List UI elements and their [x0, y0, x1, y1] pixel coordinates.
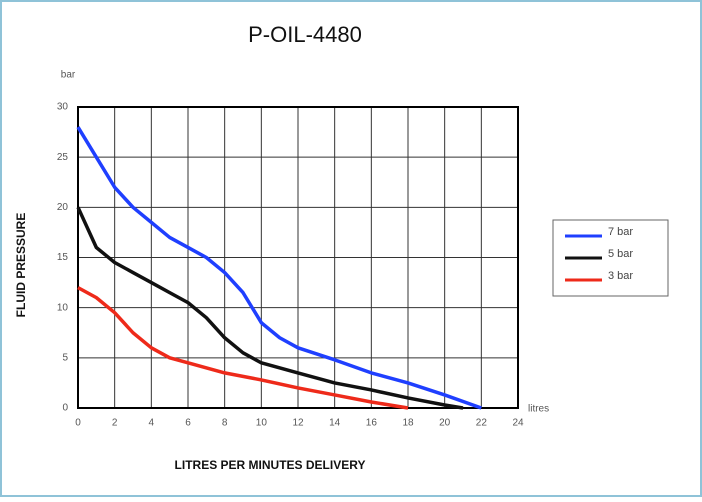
y-tick-label: 25	[57, 152, 69, 163]
x-tick-label: 16	[366, 418, 378, 429]
x-tick-label: 4	[149, 418, 155, 429]
x-axis-label: LITRES PER MINUTES DELIVERY	[175, 458, 366, 472]
y-tick-label: 15	[57, 252, 69, 263]
x-tick-label: 12	[292, 418, 304, 429]
x-tick-label: 18	[402, 418, 414, 429]
axes-box	[77, 106, 519, 409]
x-tick-label: 2	[112, 418, 118, 429]
line-series	[76, 206, 464, 410]
y-tick-label: 30	[57, 102, 69, 113]
y-axis-label: FLUID PRESSURE	[14, 213, 28, 318]
legend-label: 5 bar	[608, 248, 633, 260]
line-series	[77, 286, 409, 410]
x-tick-label: 14	[329, 418, 341, 429]
y-tick-label: 10	[57, 302, 69, 313]
y-unit: bar	[61, 70, 76, 81]
x-tick-label: 20	[439, 418, 451, 429]
legend-label: 3 bar	[608, 270, 633, 282]
y-tick-label: 0	[62, 403, 68, 414]
x-tick-label: 8	[222, 418, 228, 429]
x-unit: litres	[528, 404, 549, 415]
y-tick-label: 20	[57, 202, 69, 213]
chart-title: P-OIL-4480	[248, 22, 362, 47]
line-series	[76, 126, 482, 410]
x-tick-label: 10	[256, 418, 268, 429]
legend-label: 7 bar	[608, 226, 633, 238]
x-tick-label: 6	[185, 418, 191, 429]
x-tick-label: 22	[476, 418, 488, 429]
x-tick-label: 0	[75, 418, 81, 429]
y-tick-label: 5	[62, 352, 68, 363]
x-tick-label: 24	[512, 418, 524, 429]
